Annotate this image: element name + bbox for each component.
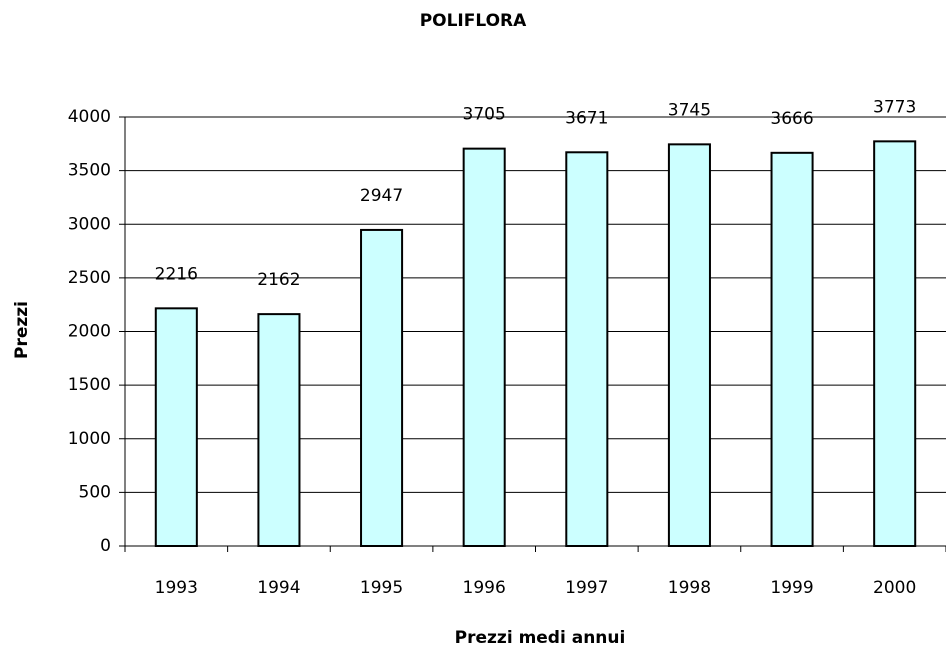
- x-tick-label: 1999: [770, 578, 813, 598]
- y-tick-label: 500: [79, 482, 111, 502]
- data-label: 2162: [257, 270, 300, 290]
- data-label: 2216: [155, 264, 198, 284]
- x-axis-label: Prezzi medi annui: [455, 628, 626, 648]
- y-tick-label: 0: [100, 536, 111, 556]
- y-tick-label: 1000: [68, 429, 111, 449]
- bar: [360, 228, 404, 547]
- x-tick-label: 1995: [360, 578, 403, 598]
- data-label: 3666: [770, 109, 813, 129]
- y-tick-label: 2000: [68, 322, 111, 342]
- data-label: 3671: [565, 108, 608, 128]
- bar: [667, 143, 711, 547]
- data-label: 3745: [668, 100, 711, 120]
- bar: [873, 140, 917, 547]
- data-label: 3705: [463, 105, 506, 125]
- data-label: 2947: [360, 186, 403, 206]
- chart-title: POLIFLORA: [420, 11, 527, 31]
- y-tick-label: 1500: [68, 375, 111, 395]
- y-tick-label: 2500: [68, 268, 111, 288]
- bar: [565, 151, 609, 547]
- x-tick-label: 2000: [873, 578, 916, 598]
- x-tick-label: 1993: [155, 578, 198, 598]
- bar: [154, 307, 198, 548]
- y-axis-label: Prezzi: [12, 301, 32, 359]
- bar: [257, 313, 301, 547]
- x-tick-label: 1996: [463, 578, 506, 598]
- bar: [770, 151, 814, 547]
- y-tick-label: 3000: [68, 214, 111, 234]
- bar: [462, 147, 506, 547]
- y-tick-label: 3500: [68, 161, 111, 181]
- x-tick-label: 1997: [565, 578, 608, 598]
- data-label: 3773: [873, 97, 916, 117]
- x-tick-label: 1994: [257, 578, 300, 598]
- x-tick-label: 1998: [668, 578, 711, 598]
- y-tick-label: 4000: [68, 107, 111, 127]
